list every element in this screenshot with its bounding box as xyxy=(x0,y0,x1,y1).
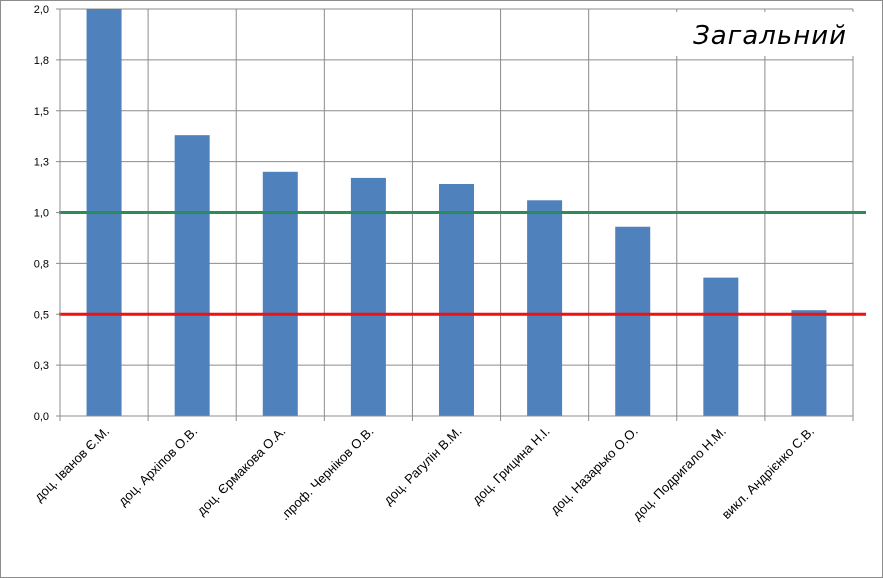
x-tick-label: доц. Єрмакова О.А. xyxy=(194,424,289,519)
reference-lines xyxy=(59,211,866,316)
y-tick-label: 1,5 xyxy=(34,106,49,118)
x-tick-label: доц. Іванов Є.М. xyxy=(31,424,112,505)
bar xyxy=(439,184,474,416)
x-tick-label: доц. Архіпов О.В. xyxy=(115,424,200,509)
chart-title: Загальний xyxy=(693,21,847,51)
bar xyxy=(703,277,739,416)
bar xyxy=(350,177,386,416)
bar xyxy=(262,171,298,416)
y-tick-label: 0,5 xyxy=(34,309,49,321)
y-tick-label: 0,0 xyxy=(34,411,49,423)
x-tick-label: .проф. Черніков О.В. xyxy=(277,424,377,524)
y-tick-label: 0,8 xyxy=(34,258,49,270)
x-tick-labels: доц. Іванов Є.М. доц. Архіпов О.В.доц. Єр… xyxy=(31,424,817,524)
bar xyxy=(527,200,563,416)
x-tick-label: доц. Назарько О.О. xyxy=(547,424,641,518)
y-tick-labels: 0,0 0,3 0,5 0,8 1,0 1,3 1,5 1,8 2,0 xyxy=(34,4,49,423)
x-tick-label: викл. Андрієнко С.В. xyxy=(719,424,817,522)
y-tick-label: 1,3 xyxy=(34,157,49,169)
x-tick-label: доц. Грицина Н.І. xyxy=(469,424,553,508)
x-tick-label: доц. Подригало Н.М. xyxy=(630,424,729,523)
y-tick-label: 2,0 xyxy=(34,4,49,16)
bar xyxy=(791,310,827,416)
x-tick-label: доц. Рагулін В.М. xyxy=(381,424,465,508)
title-background xyxy=(676,12,854,56)
y-tick-label: 1,8 xyxy=(34,55,49,67)
y-tick-label: 0,3 xyxy=(34,360,49,372)
axes xyxy=(56,8,854,421)
y-tick-label: 1,0 xyxy=(34,208,49,220)
bar xyxy=(174,135,210,417)
bar xyxy=(615,226,651,416)
